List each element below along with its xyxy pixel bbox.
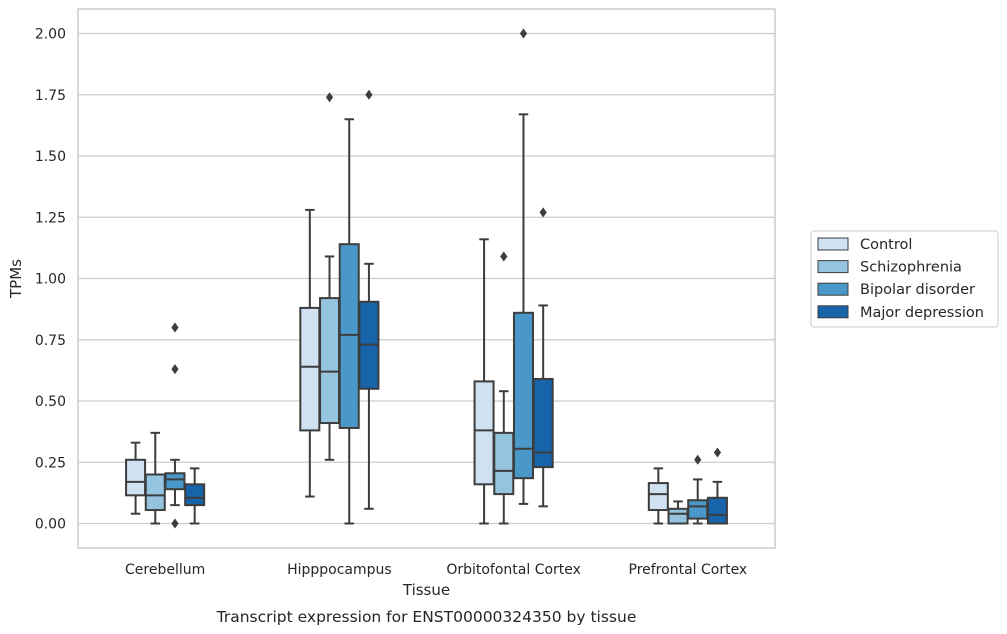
legend-item: Major depression (817, 305, 984, 321)
legend: Control Schizophrenia Bipolar disorder Majo… (810, 230, 999, 328)
box-body (184, 483, 206, 507)
box-body (532, 377, 554, 469)
y-axis-label: TPMs (7, 259, 25, 299)
box (473, 238, 495, 525)
box-body (338, 243, 360, 429)
x-tick-labels: Cerebellum Hipppocampus Orbitofontal Corte… (125, 562, 747, 578)
chart-caption: Transcript expression for ENST0000032435… (216, 608, 637, 626)
box-body (687, 499, 709, 520)
outlier-point (519, 28, 528, 39)
y-tick-label: 1.25 (35, 210, 66, 226)
box-body (164, 472, 186, 491)
box-body (319, 297, 341, 425)
box (338, 118, 360, 525)
y-tick-label: 1.50 (35, 149, 66, 165)
outlier-point (171, 322, 179, 333)
box-body (144, 473, 166, 512)
box-body (512, 311, 534, 480)
box (319, 92, 341, 461)
legend-swatch (817, 282, 849, 296)
x-tick-label: Cerebellum (125, 562, 205, 578)
outlier-point (539, 207, 547, 218)
box (667, 500, 689, 525)
series-control (125, 208, 669, 525)
legend-frame (810, 230, 999, 328)
plot-frame (77, 8, 776, 549)
legend-swatch (817, 305, 849, 319)
y-tick-label: 1.00 (35, 272, 66, 288)
box (358, 89, 380, 510)
legend-item: Bipolar disorder (817, 282, 975, 298)
box (144, 431, 166, 525)
outlier-point (500, 251, 508, 262)
outlier-point (365, 89, 373, 100)
box-body (299, 306, 321, 432)
box-body (647, 482, 669, 512)
box-body (125, 458, 147, 497)
y-tick-label: 2.00 (35, 27, 66, 43)
box (706, 447, 728, 525)
outlier-point (171, 364, 179, 375)
box (184, 467, 206, 525)
y-tick-label: 0.00 (35, 517, 66, 533)
series-schizophrenia (144, 92, 689, 525)
outlier-point (325, 92, 334, 103)
box-body (706, 496, 728, 525)
grid-lines (78, 32, 775, 525)
box (125, 441, 147, 515)
box (532, 207, 554, 508)
y-tick-label: 0.50 (35, 394, 66, 410)
y-tick-label: 0.75 (35, 333, 66, 349)
outlier-point (171, 518, 179, 529)
box (493, 251, 515, 525)
outlier-point (694, 454, 702, 465)
box-body (667, 507, 689, 525)
box (164, 322, 186, 529)
legend-item: Schizophrenia (817, 260, 962, 276)
series-major-depression (184, 89, 728, 525)
y-tick-label: 0.25 (35, 455, 66, 471)
x-tick-label: Orbitofontal Cortex (446, 562, 581, 578)
box-body (473, 380, 495, 486)
series-bipolar-disorder (164, 28, 709, 529)
x-tick-label: Hipppocampus (287, 562, 392, 578)
x-tick-label: Prefrontal Cortex (629, 562, 748, 578)
y-tick-labels: 0.00 0.25 0.50 0.75 1.00 1.25 1.50 1.75 2.00 (35, 27, 66, 533)
legend-label: Major depression (860, 305, 984, 321)
legend-items: Control Schizophrenia Bipolar disorder Majo… (817, 237, 984, 321)
legend-label: Bipolar disorder (860, 282, 975, 298)
x-axis-label: Tissue (402, 581, 450, 599)
box (647, 467, 669, 525)
legend-label: Schizophrenia (860, 260, 962, 276)
box (687, 454, 709, 525)
outlier-point (713, 447, 722, 458)
box (512, 28, 534, 505)
box-body (493, 431, 515, 496)
legend-swatch (817, 237, 849, 251)
y-tick-label: 1.75 (35, 88, 66, 104)
box-series (125, 28, 728, 529)
box (299, 208, 321, 498)
legend-item: Control (817, 237, 912, 253)
legend-label: Control (860, 237, 912, 253)
legend-swatch (817, 260, 849, 274)
